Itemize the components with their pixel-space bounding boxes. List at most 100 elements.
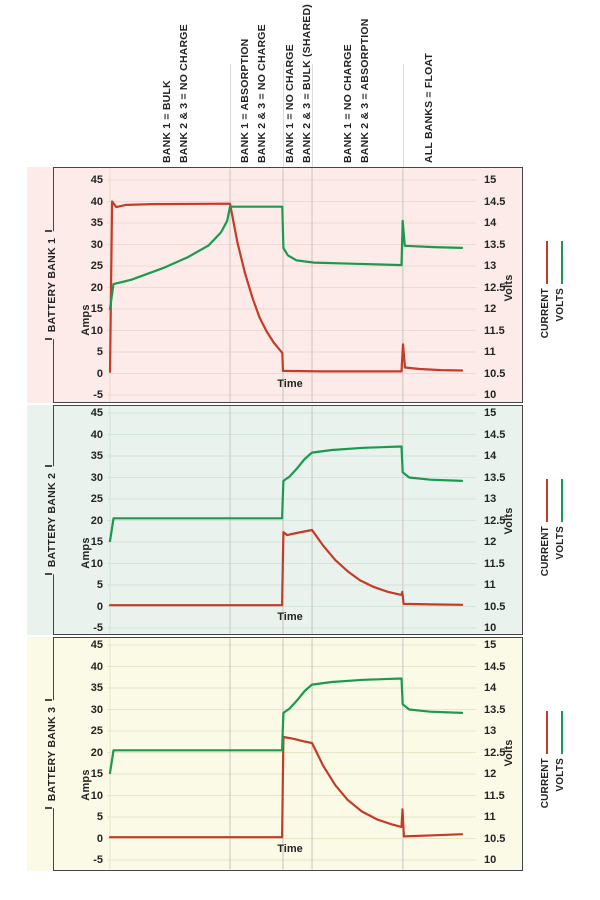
phase-label-text: BANK 2 & 3 = BULK (SHARED): [301, 4, 313, 163]
phase-boundary-line-top: [283, 64, 284, 167]
bank-label-cap-top: [45, 465, 52, 467]
amps-tick-label: -5: [93, 389, 103, 401]
amps-tick-label: 30: [90, 238, 103, 251]
volts-tick-label: 15: [484, 174, 497, 186]
volts-tick-label: 13.5: [484, 471, 506, 484]
phase-boundary-line-top: [402, 64, 404, 167]
amps-tick-label: 20: [90, 514, 103, 527]
battery-bank-label: BATTERY BANK 2: [46, 465, 58, 575]
amps-tick-label: -5: [93, 622, 103, 634]
panel-border: [53, 167, 523, 403]
current-line: [108, 528, 464, 607]
amps-tick-label: 5: [96, 811, 103, 823]
volts-tick-label: 14: [484, 682, 497, 694]
volts-tick-label: 10.5: [484, 832, 506, 845]
volts-tick-label: 12.5: [484, 746, 506, 759]
volts-tick-label: 14.5: [484, 660, 506, 673]
volts-line: [108, 205, 464, 311]
phase-label-text: BANK 2 & 3 = NO CHARGE: [178, 24, 190, 163]
amps-tick-label: 35: [90, 217, 103, 229]
volts-tick-label: 12: [484, 536, 497, 548]
legend-label-text: VOLTS: [555, 526, 566, 560]
volts-legend-label: VOLTS: [555, 288, 568, 348]
amps-tick-label: 10: [90, 557, 103, 570]
amps-tick-label: 40: [90, 195, 103, 208]
volts-tick-label: 12: [484, 768, 497, 780]
volts-tick-label: 13: [484, 260, 497, 272]
amps-axis-title: Amps: [80, 304, 92, 336]
volts-tick-label: 11: [484, 346, 496, 358]
bank-label-cap-bottom: [45, 338, 52, 340]
amps-tick-label: 40: [90, 660, 103, 673]
bank-label-cap-bottom: [45, 807, 52, 809]
battery-bank-label: BATTERY BANK 3: [46, 699, 58, 809]
amps-tick-label: 15: [90, 768, 103, 780]
phase-label-text: BANK 1 = BULK: [161, 80, 173, 163]
amps-tick-label: 45: [90, 407, 103, 419]
volts-tick-label: 10: [484, 389, 497, 401]
amps-tick-label: 45: [90, 639, 103, 651]
volts-tick-label: 14.5: [484, 195, 506, 208]
volts-axis-title: Volts: [503, 738, 515, 767]
volts-tick-label: 13.5: [484, 703, 506, 716]
amps-tick-label: 30: [90, 471, 103, 484]
volts-tick-label: 12.5: [484, 281, 506, 294]
current-line: [108, 200, 464, 373]
amps-tick-label: 20: [90, 746, 103, 759]
phase-label-text: ALL BANKS = FLOAT: [423, 52, 435, 163]
phase-label-text: BANK 2 & 3 = ABSORPTION: [359, 18, 371, 163]
amps-tick-label: 15: [90, 536, 103, 548]
amps-tick-label: 0: [96, 600, 103, 613]
current-legend-line: [545, 479, 548, 522]
legend-label-text: CURRENT: [540, 758, 551, 809]
amps-tick-label: 15: [90, 303, 103, 315]
amps-tick-label: 10: [90, 324, 103, 337]
amps-tick-label: 45: [90, 174, 103, 186]
time-axis-label: Time: [277, 610, 303, 623]
battery-bank-label: BATTERY BANK 1: [46, 230, 58, 340]
chart-legend: CURRENT VOLTS: [530, 167, 590, 403]
amps-tick-label: 25: [90, 493, 103, 505]
current-legend-label: CURRENT: [540, 288, 553, 348]
amps-tick-label: 25: [90, 260, 103, 272]
volts-tick-label: 12.5: [484, 514, 506, 527]
volts-tick-label: 15: [484, 407, 497, 419]
volts-tick-label: 13: [484, 493, 497, 505]
volts-axis-title: Volts: [503, 506, 515, 535]
volts-tick-label: 11: [484, 579, 496, 591]
legend-label-text: CURRENT: [540, 288, 551, 339]
volts-tick-label: 10.5: [484, 367, 506, 380]
bank-label-cap-top: [45, 699, 52, 701]
phase-label-text: BANK 1 = NO CHARGE: [284, 44, 296, 163]
phase-label-text: BANK 2 & 3 = NO CHARGE: [256, 24, 268, 163]
amps-tick-label: 40: [90, 428, 103, 441]
volts-legend-label: VOLTS: [555, 758, 568, 818]
phase-boundary-line-top: [230, 64, 232, 167]
amps-axis-title: Amps: [80, 537, 92, 569]
amps-tick-label: 30: [90, 703, 103, 716]
current-legend-label: CURRENT: [540, 758, 553, 818]
legend-label-text: VOLTS: [555, 288, 566, 322]
amps-tick-label: 35: [90, 682, 103, 694]
amps-tick-label: 10: [90, 789, 103, 802]
phase-label-text: BANK 1 = ABSORPTION: [239, 38, 251, 163]
volts-tick-label: 10: [484, 622, 497, 634]
volts-tick-label: 11: [484, 811, 496, 823]
current-legend-line: [545, 241, 548, 284]
volts-legend-line: [560, 479, 563, 522]
current-line: [108, 735, 464, 839]
volts-legend-line: [560, 711, 563, 754]
amps-tick-label: 5: [96, 346, 103, 358]
amps-axis-title: Amps: [80, 769, 92, 801]
current-legend-line: [545, 711, 548, 754]
amps-tick-label: -5: [93, 854, 103, 866]
volts-axis-title: Volts: [503, 273, 515, 302]
current-legend-label: CURRENT: [540, 526, 553, 586]
volts-tick-label: 10.5: [484, 600, 506, 613]
phase-label-text: BANK 1 = NO CHARGE: [342, 44, 354, 163]
volts-tick-label: 11.5: [484, 324, 505, 337]
volts-tick-label: 12: [484, 303, 497, 315]
chart-plot-2: [53, 405, 523, 635]
amps-tick-label: 25: [90, 725, 103, 737]
